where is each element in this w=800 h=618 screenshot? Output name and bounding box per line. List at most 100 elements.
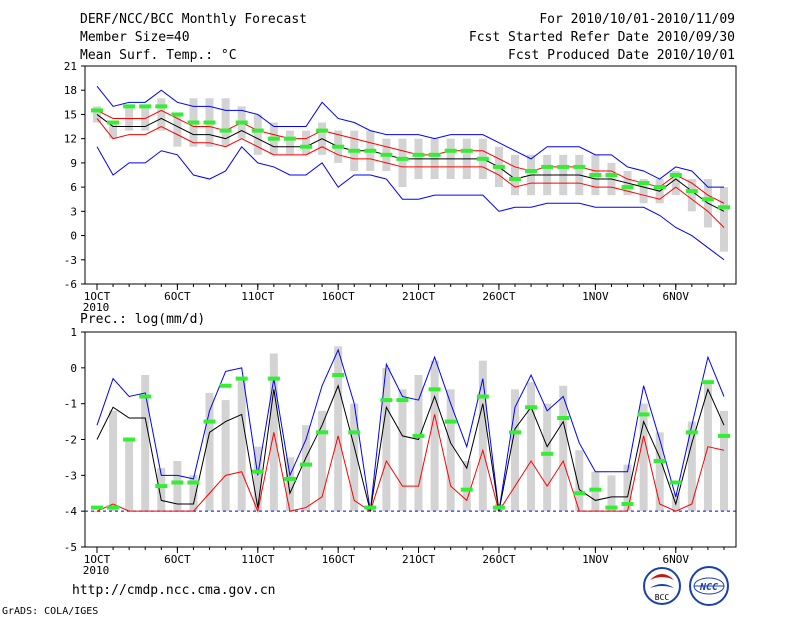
ensemble-marker <box>348 148 361 153</box>
ensemble-marker <box>541 451 554 456</box>
x-tick-year: 2010 <box>83 301 110 314</box>
spread-box <box>221 98 230 147</box>
ensemble-marker <box>621 502 634 506</box>
min-line <box>96 145 725 261</box>
ensemble-marker <box>460 487 473 492</box>
ensemble-marker <box>155 104 168 109</box>
spread-box <box>125 439 134 512</box>
ensemble-marker <box>621 185 634 190</box>
lower-spread-line <box>96 118 725 228</box>
x-tick-label: 11OCT <box>241 553 274 566</box>
ensemble-marker <box>669 173 682 177</box>
ensemble-marker <box>139 104 152 109</box>
ensemble-marker <box>267 376 280 381</box>
spread-box <box>543 403 552 512</box>
x-tick-label: 6NOV <box>663 290 690 303</box>
x-tick-label: 6OCT <box>164 290 191 303</box>
plot-frame <box>84 331 737 548</box>
spread-box <box>141 375 150 512</box>
spread-box <box>157 98 166 131</box>
ensemble-marker <box>348 430 361 435</box>
y-tick-label: 1 <box>70 326 77 339</box>
ensemble-marker <box>396 156 409 161</box>
spread-box <box>511 154 519 196</box>
y-tick-label: 9 <box>70 157 77 170</box>
ensemble-marker <box>155 484 168 489</box>
x-tick-label: 21OCT <box>402 553 435 566</box>
y-tick-label: 6 <box>70 181 77 194</box>
ensemble-marker <box>235 120 248 125</box>
ensemble-marker <box>492 505 505 510</box>
spread-box <box>398 389 407 512</box>
member-size: Member Size=40 <box>80 30 190 45</box>
mean-line <box>96 114 725 212</box>
mean-line <box>96 384 725 512</box>
ensemble-marker <box>653 459 666 463</box>
plot-frame <box>84 65 737 285</box>
ensemble-marker <box>525 405 538 410</box>
prec-label: Prec.: log(mm/d) <box>80 312 206 327</box>
fcst-produced: Fcst Produced Date 2010/10/01 <box>508 48 735 63</box>
upper-spread-line <box>96 109 725 204</box>
x-tick-label: 1OCT <box>84 553 111 566</box>
y-tick-label: 12 <box>64 133 77 146</box>
ensemble-marker <box>589 487 602 492</box>
ensemble-marker <box>476 156 489 161</box>
ensemble-marker <box>107 505 120 510</box>
x-tick-label: 26OCT <box>482 290 515 303</box>
spread-box <box>720 410 728 512</box>
ensemble-marker <box>509 177 521 182</box>
x-tick-label: 1NOV <box>582 290 609 303</box>
x-tick-label: 26OCT <box>482 553 515 566</box>
ensemble-marker <box>123 104 136 109</box>
spread-box <box>221 400 230 512</box>
max-line <box>96 348 725 512</box>
spread-box <box>414 375 423 512</box>
ensemble-marker <box>380 152 393 157</box>
spread-box <box>382 367 391 512</box>
ensemble-marker <box>171 480 184 485</box>
y-tick-label: -2 <box>64 434 77 447</box>
spread-box <box>350 403 359 512</box>
ensemble-marker <box>267 136 280 141</box>
spread-box <box>720 187 728 252</box>
spread-box <box>527 382 536 512</box>
x-tick-label: 16OCT <box>322 290 355 303</box>
spread-box <box>334 346 343 512</box>
bcc-logo-text: BCC <box>655 593 670 602</box>
ensemble-marker <box>444 419 457 424</box>
y-tick-label: 21 <box>64 60 77 73</box>
ensemble-marker <box>300 462 312 467</box>
ensemble-marker <box>171 112 184 117</box>
ensemble-marker <box>605 505 618 510</box>
x-tick-year: 2010 <box>83 564 110 577</box>
ensemble-marker <box>718 205 730 210</box>
footer-url[interactable]: http://cmdp.ncc.cma.gov.cn <box>72 583 276 598</box>
x-tick-label: 21OCT <box>402 290 435 303</box>
y-tick-label: 0 <box>70 230 77 243</box>
spread-box <box>237 378 246 512</box>
bcc-logo-swirl <box>650 574 674 580</box>
ensemble-marker <box>139 394 152 399</box>
y-tick-label: 15 <box>64 108 77 121</box>
spread-box <box>302 130 310 155</box>
spread-box <box>205 392 214 512</box>
ensemble-marker <box>444 148 457 153</box>
spread-box <box>173 461 182 512</box>
ensemble-marker <box>412 152 425 157</box>
y-tick-label: 18 <box>64 84 77 97</box>
ensemble-marker <box>637 412 650 417</box>
ensemble-marker <box>91 505 103 510</box>
spread-box <box>639 403 648 512</box>
ensemble-marker <box>653 185 666 190</box>
ensemble-marker <box>460 148 473 153</box>
ensemble-marker <box>203 419 216 424</box>
spread-box <box>302 425 310 512</box>
ensemble-marker <box>412 433 425 438</box>
ensemble-marker <box>107 120 120 125</box>
spread-box <box>189 475 198 512</box>
spread-box <box>173 114 182 147</box>
y-tick-label: -5 <box>64 541 77 554</box>
